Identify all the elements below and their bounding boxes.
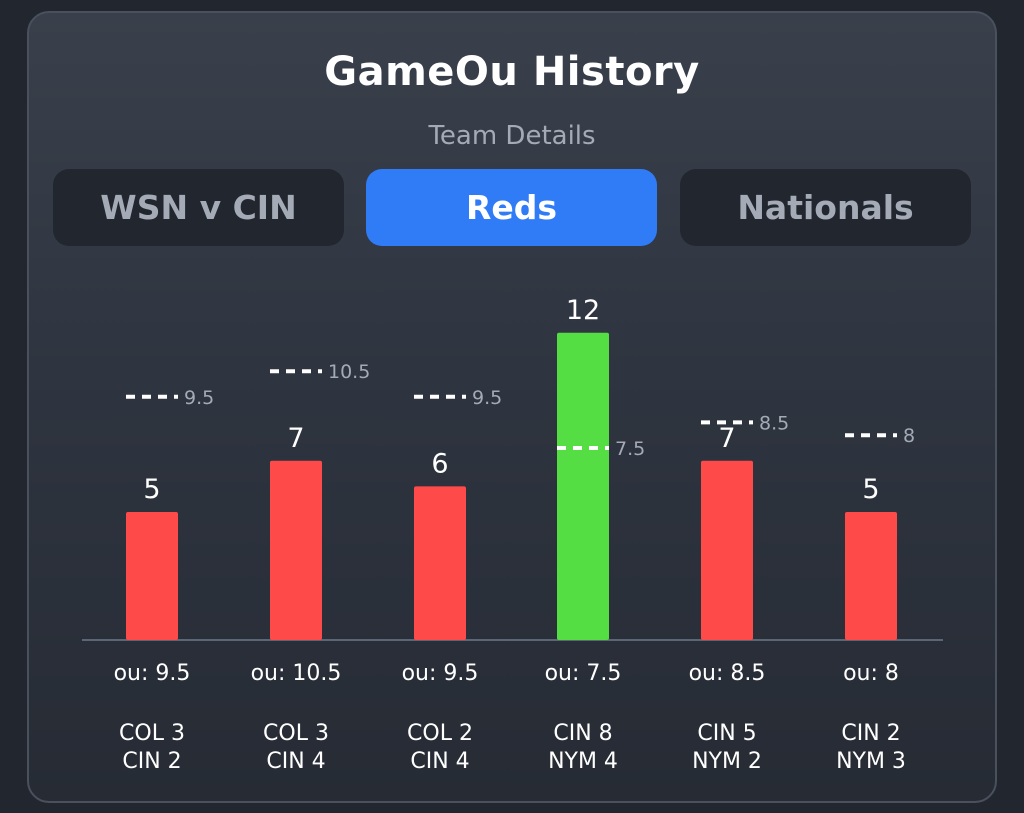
ou-line-label: 9.5 xyxy=(472,387,502,409)
ou-tick-label: ou: 8.5 xyxy=(689,661,766,686)
bar-4 xyxy=(557,332,609,640)
tab-reds[interactable]: Reds xyxy=(366,169,657,246)
ou-tick-label: ou: 9.5 xyxy=(402,661,479,686)
score-line-1: CIN 8 xyxy=(553,721,612,746)
tab-nationals[interactable]: Nationals xyxy=(680,169,971,246)
bar-value-label: 12 xyxy=(566,295,600,326)
score-line-1: COL 2 xyxy=(407,721,473,746)
score-line-2: CIN 4 xyxy=(410,749,469,774)
bar-5 xyxy=(701,460,753,640)
ou-line-label: 8.5 xyxy=(759,412,789,434)
bar-1 xyxy=(126,512,178,640)
score-line-1: CIN 2 xyxy=(841,721,900,746)
bar-6 xyxy=(845,512,897,640)
ou-tick-label: ou: 8 xyxy=(843,661,899,686)
game-ou-history-card: GameOu History Team Details xyxy=(27,11,997,803)
bar-value-label: 7 xyxy=(287,423,304,454)
bar-value-label: 7 xyxy=(718,423,735,454)
tab-matchup[interactable]: WSN v CIN xyxy=(53,169,344,246)
score-line-2: CIN 2 xyxy=(122,749,181,774)
score-line-2: NYM 2 xyxy=(692,749,762,774)
ou-tick-label: ou: 7.5 xyxy=(545,661,622,686)
ou-line-label: 8 xyxy=(903,425,915,447)
bar-value-label: 6 xyxy=(431,448,448,479)
score-line-1: COL 3 xyxy=(263,721,329,746)
page-title: GameOu History xyxy=(324,49,700,95)
ou-tick-label: ou: 9.5 xyxy=(114,661,191,686)
score-line-1: COL 3 xyxy=(119,721,185,746)
ou-tick-label: ou: 10.5 xyxy=(251,661,342,686)
ou-line-label: 9.5 xyxy=(184,387,214,409)
bar-3 xyxy=(414,486,466,640)
score-line-2: NYM 3 xyxy=(836,749,906,774)
ou-line-label: 10.5 xyxy=(328,361,370,383)
score-line-2: CIN 4 xyxy=(266,749,325,774)
bar-value-label: 5 xyxy=(143,474,160,505)
bar-2 xyxy=(270,460,322,640)
ou-line-label: 7.5 xyxy=(615,438,645,460)
score-line-1: CIN 5 xyxy=(697,721,756,746)
page-subtitle: Team Details xyxy=(428,121,596,151)
score-line-2: NYM 4 xyxy=(548,749,618,774)
bar-value-label: 5 xyxy=(862,474,879,505)
